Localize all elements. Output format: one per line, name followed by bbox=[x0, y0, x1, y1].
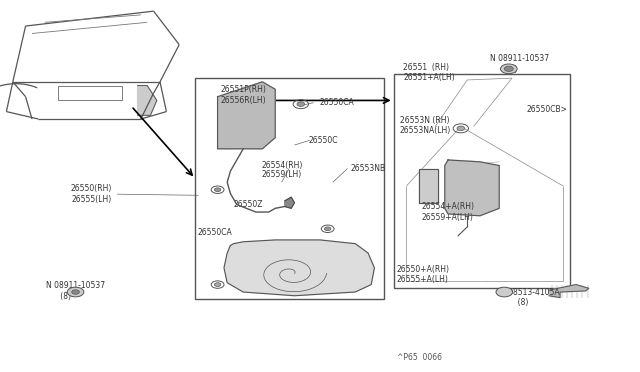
Text: 26551P(RH)
26556R(LH): 26551P(RH) 26556R(LH) bbox=[221, 85, 267, 105]
Polygon shape bbox=[224, 240, 374, 296]
Text: 26550Z: 26550Z bbox=[234, 200, 263, 209]
Text: 26554+A(RH)
26559+A(LH): 26554+A(RH) 26559+A(LH) bbox=[421, 202, 474, 222]
Circle shape bbox=[67, 287, 84, 297]
Text: ^P65  0066: ^P65 0066 bbox=[397, 353, 442, 362]
Circle shape bbox=[324, 227, 331, 231]
Text: 26550+A(RH)
26555+A(LH): 26550+A(RH) 26555+A(LH) bbox=[397, 265, 450, 284]
Circle shape bbox=[72, 290, 79, 294]
Circle shape bbox=[496, 287, 513, 297]
Text: 26553N (RH)
26553NA(LH): 26553N (RH) 26553NA(LH) bbox=[400, 116, 451, 135]
Text: 26559(LH): 26559(LH) bbox=[261, 170, 301, 179]
Text: N 08911-10537
      (8): N 08911-10537 (8) bbox=[46, 281, 105, 301]
Circle shape bbox=[214, 188, 221, 192]
Text: 26553NB: 26553NB bbox=[350, 164, 385, 173]
Polygon shape bbox=[419, 169, 438, 203]
Text: 26554(RH): 26554(RH) bbox=[261, 161, 303, 170]
Bar bbox=[195, 78, 384, 299]
Polygon shape bbox=[138, 86, 157, 115]
Circle shape bbox=[500, 64, 517, 74]
Text: 26550CA: 26550CA bbox=[320, 98, 355, 107]
Text: N 08911-10537
       (8): N 08911-10537 (8) bbox=[490, 54, 548, 74]
Text: 26551  (RH)
26551+A(LH): 26551 (RH) 26551+A(LH) bbox=[403, 63, 455, 82]
Circle shape bbox=[504, 66, 513, 71]
Text: S 08513-4105A
       (8): S 08513-4105A (8) bbox=[501, 288, 560, 307]
Bar bbox=[394, 74, 570, 288]
Circle shape bbox=[297, 102, 305, 106]
Text: 26550CA: 26550CA bbox=[197, 228, 232, 237]
Circle shape bbox=[457, 126, 465, 131]
Polygon shape bbox=[218, 82, 275, 149]
Text: 26550(RH)
26555(LH): 26550(RH) 26555(LH) bbox=[70, 185, 112, 204]
Text: 26550CB>: 26550CB> bbox=[526, 105, 567, 114]
Bar bbox=[58, 86, 122, 100]
Polygon shape bbox=[285, 197, 294, 208]
Text: 26550C: 26550C bbox=[308, 136, 338, 145]
Circle shape bbox=[214, 283, 221, 286]
Polygon shape bbox=[445, 160, 499, 216]
Polygon shape bbox=[549, 285, 589, 298]
